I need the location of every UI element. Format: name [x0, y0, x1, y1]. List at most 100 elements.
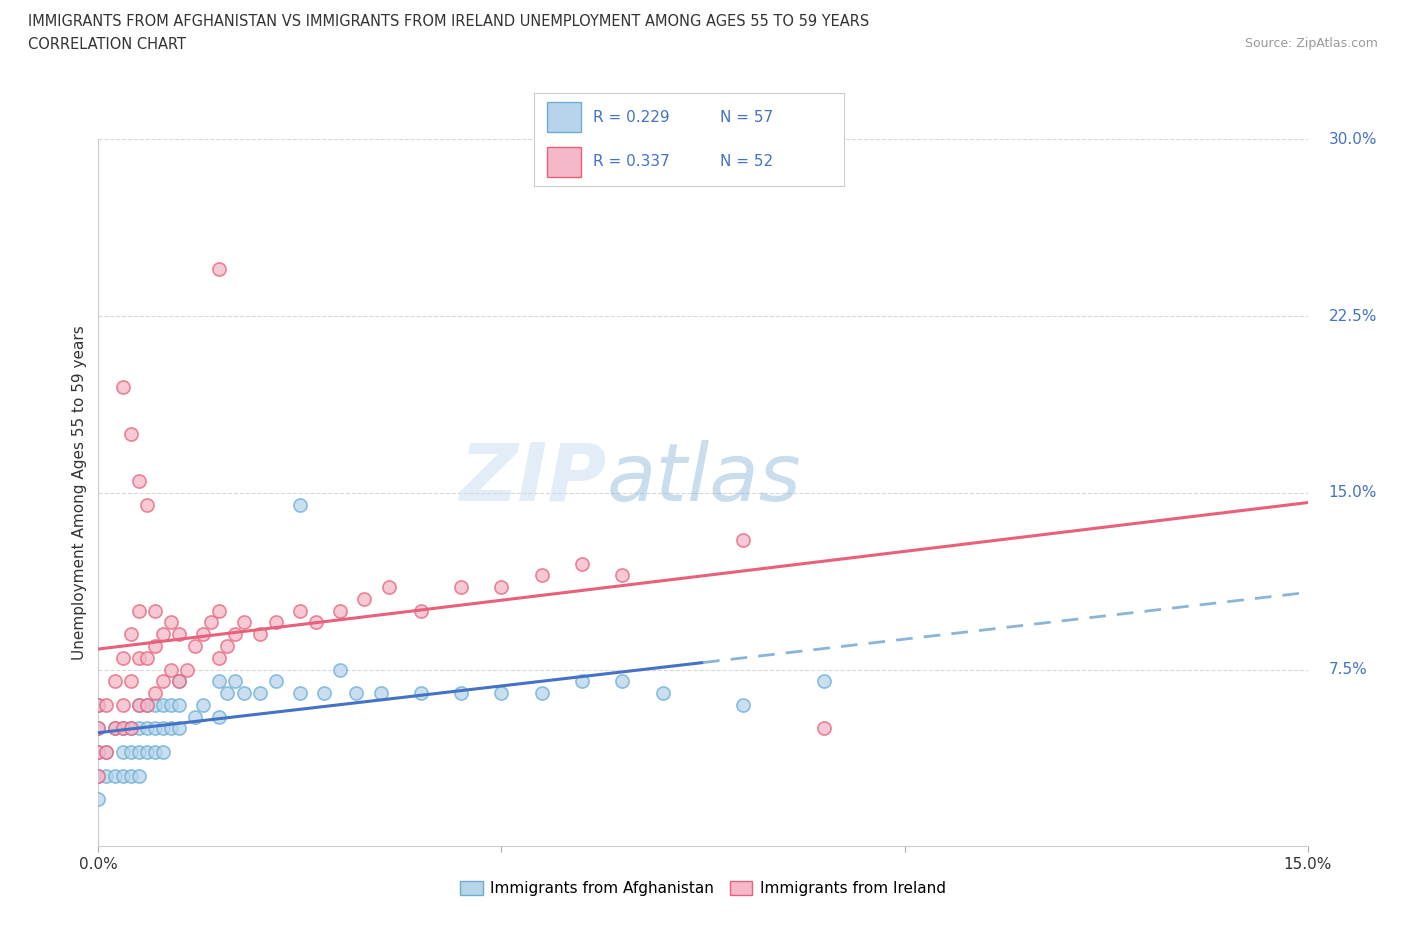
Point [143, 698, 166, 712]
Point [208, 710, 231, 724]
Text: 7.5%: 7.5% [1329, 662, 1368, 677]
Point [128, 721, 150, 736]
Point [120, 427, 142, 442]
Point [103, 674, 125, 689]
Point [184, 710, 207, 724]
Point [733, 533, 755, 548]
Point [135, 698, 157, 712]
Point [217, 639, 239, 654]
Point [87, 791, 110, 806]
Point [128, 698, 150, 712]
Point [135, 721, 157, 736]
Point [224, 627, 246, 642]
Point [409, 604, 432, 618]
Text: 15.0%: 15.0% [1329, 485, 1376, 500]
Point [87, 745, 110, 760]
Point [103, 721, 125, 736]
Point [128, 698, 150, 712]
Legend: Immigrants from Afghanistan, Immigrants from Ireland: Immigrants from Afghanistan, Immigrants … [454, 874, 952, 902]
Point [128, 745, 150, 760]
Point [193, 698, 215, 712]
Point [288, 685, 311, 700]
Point [224, 674, 246, 689]
Point [305, 615, 328, 630]
Point [208, 604, 231, 618]
Point [96, 745, 118, 760]
Point [143, 639, 166, 654]
Y-axis label: Unemployment Among Ages 55 to 59 years: Unemployment Among Ages 55 to 59 years [72, 326, 87, 660]
Point [288, 498, 311, 512]
Text: N = 52: N = 52 [720, 154, 773, 169]
Text: R = 0.337: R = 0.337 [593, 154, 669, 169]
Point [264, 674, 287, 689]
Point [152, 745, 174, 760]
Point [111, 745, 134, 760]
Text: CORRELATION CHART: CORRELATION CHART [28, 37, 186, 52]
Point [143, 721, 166, 736]
Point [120, 674, 142, 689]
Point [314, 685, 336, 700]
Point [571, 674, 593, 689]
Point [160, 698, 183, 712]
Point [813, 674, 835, 689]
Point [409, 685, 432, 700]
Point [167, 698, 190, 712]
Point [530, 685, 553, 700]
Point [249, 685, 271, 700]
Point [128, 768, 150, 783]
Point [120, 745, 142, 760]
Point [530, 568, 553, 583]
Point [329, 662, 352, 677]
Point [208, 650, 231, 665]
Point [128, 650, 150, 665]
Point [208, 674, 231, 689]
Point [184, 639, 207, 654]
Point [143, 604, 166, 618]
Point [135, 498, 157, 512]
Text: R = 0.229: R = 0.229 [593, 110, 669, 125]
Point [87, 768, 110, 783]
Point [167, 627, 190, 642]
Text: ZIP: ZIP [458, 440, 606, 518]
Point [87, 721, 110, 736]
Point [370, 685, 392, 700]
Text: IMMIGRANTS FROM AFGHANISTAN VS IMMIGRANTS FROM IRELAND UNEMPLOYMENT AMONG AGES 5: IMMIGRANTS FROM AFGHANISTAN VS IMMIGRANT… [28, 14, 869, 29]
Point [160, 721, 183, 736]
FancyBboxPatch shape [547, 102, 581, 132]
Point [377, 579, 399, 594]
Point [264, 615, 287, 630]
Point [160, 615, 183, 630]
Point [651, 685, 673, 700]
Point [232, 685, 254, 700]
Point [160, 662, 183, 677]
Point [288, 604, 311, 618]
Point [87, 698, 110, 712]
Point [167, 674, 190, 689]
Point [135, 698, 157, 712]
Text: N = 57: N = 57 [720, 110, 773, 125]
Point [232, 615, 254, 630]
Text: Source: ZipAtlas.com: Source: ZipAtlas.com [1244, 37, 1378, 50]
Point [120, 627, 142, 642]
Point [193, 627, 215, 642]
Point [491, 685, 513, 700]
Point [128, 473, 150, 488]
Point [200, 615, 222, 630]
Point [120, 768, 142, 783]
Point [612, 568, 634, 583]
Point [152, 674, 174, 689]
Point [152, 627, 174, 642]
Point [249, 627, 271, 642]
Point [96, 745, 118, 760]
Point [208, 261, 231, 276]
Point [571, 556, 593, 571]
Point [143, 745, 166, 760]
FancyBboxPatch shape [547, 147, 581, 177]
Point [135, 745, 157, 760]
Point [176, 662, 198, 677]
Point [111, 721, 134, 736]
Point [612, 674, 634, 689]
Point [96, 698, 118, 712]
Text: atlas: atlas [606, 440, 801, 518]
Point [111, 379, 134, 394]
